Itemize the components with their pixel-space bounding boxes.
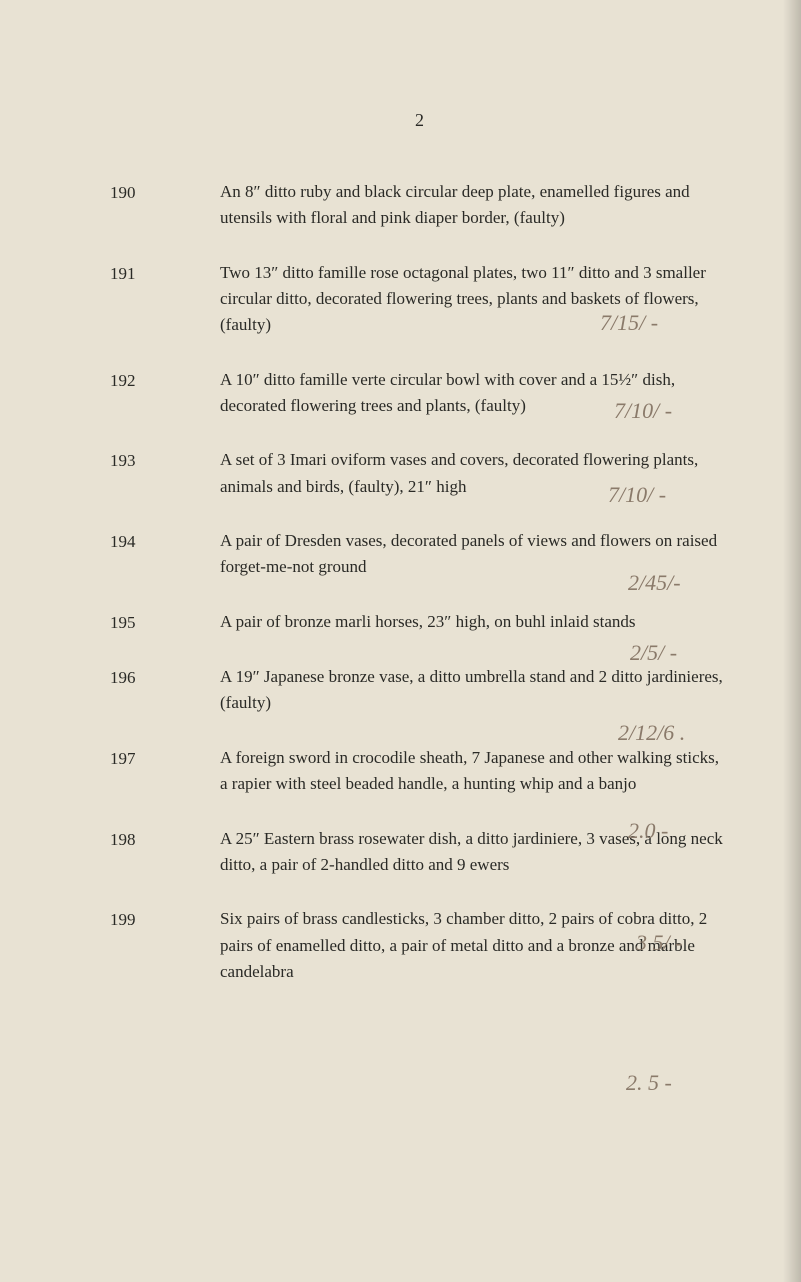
lot-description: A 25″ Eastern brass rosewater dish, a di…: [220, 826, 729, 879]
lot-description: A 19″ Japanese bronze vase, a ditto umbr…: [220, 664, 729, 717]
catalog-entry: 191Two 13″ ditto famille rose octagonal …: [110, 260, 729, 339]
page-container: 2 190An 8″ ditto ruby and black circular…: [0, 0, 801, 1073]
catalog-entry: 195A pair of bronze marli horses, 23″ hi…: [110, 609, 729, 636]
catalog-entry: 190An 8″ ditto ruby and black circular d…: [110, 179, 729, 232]
lot-number: 197: [110, 745, 220, 798]
catalog-entry: 193A set of 3 Imari oviform vases and co…: [110, 447, 729, 500]
lot-number: 192: [110, 367, 220, 420]
lot-description: A 10″ ditto famille verte circular bowl …: [220, 367, 729, 420]
lot-description: A set of 3 Imari oviform vases and cover…: [220, 447, 729, 500]
handwritten-annotation: 2. 5 -: [626, 1070, 672, 1096]
lot-number: 195: [110, 609, 220, 636]
catalog-entry: 192A 10″ ditto famille verte circular bo…: [110, 367, 729, 420]
entries-list: 190An 8″ ditto ruby and black circular d…: [110, 179, 729, 985]
lot-number: 198: [110, 826, 220, 879]
lot-description: An 8″ ditto ruby and black circular deep…: [220, 179, 729, 232]
lot-description: A pair of Dresden vases, decorated panel…: [220, 528, 729, 581]
lot-number: 196: [110, 664, 220, 717]
lot-description: Six pairs of brass candlesticks, 3 chamb…: [220, 906, 729, 985]
catalog-entry: 198A 25″ Eastern brass rosewater dish, a…: [110, 826, 729, 879]
catalog-entry: 199Six pairs of brass candlesticks, 3 ch…: [110, 906, 729, 985]
lot-number: 193: [110, 447, 220, 500]
catalog-entry: 197A foreign sword in crocodile sheath, …: [110, 745, 729, 798]
catalog-entry: 194A pair of Dresden vases, decorated pa…: [110, 528, 729, 581]
lot-description: A foreign sword in crocodile sheath, 7 J…: [220, 745, 729, 798]
lot-description: Two 13″ ditto famille rose octagonal pla…: [220, 260, 729, 339]
lot-number: 194: [110, 528, 220, 581]
lot-number: 191: [110, 260, 220, 339]
page-number: 2: [110, 110, 729, 131]
page-shadow: [783, 0, 801, 1282]
lot-number: 190: [110, 179, 220, 232]
lot-description: A pair of bronze marli horses, 23″ high,…: [220, 609, 729, 636]
catalog-entry: 196A 19″ Japanese bronze vase, a ditto u…: [110, 664, 729, 717]
lot-number: 199: [110, 906, 220, 985]
